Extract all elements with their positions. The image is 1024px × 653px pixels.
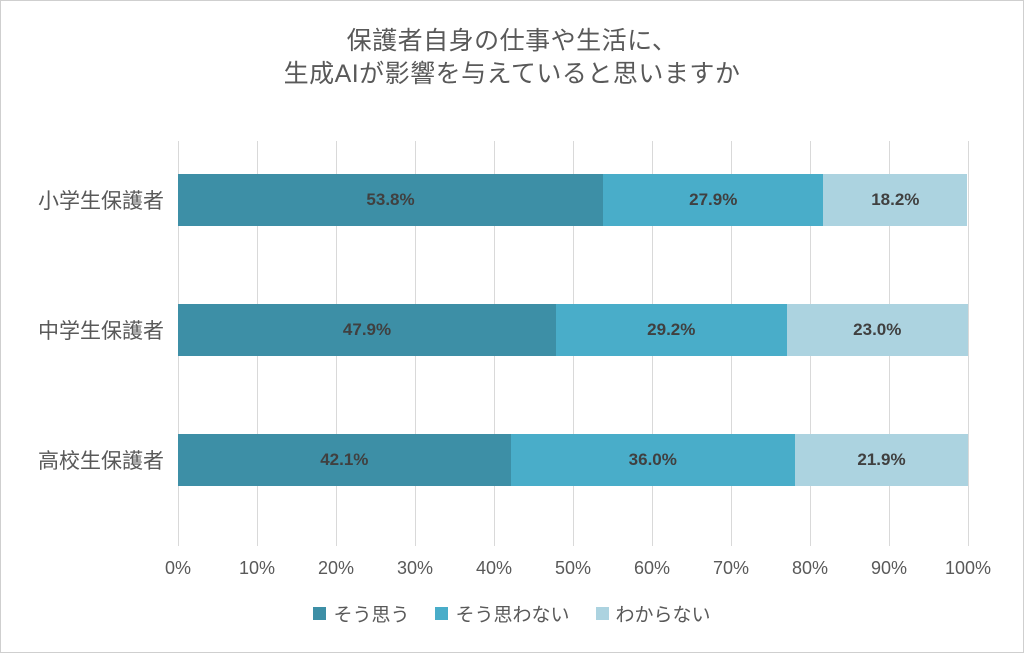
legend-label: わからない [615,605,711,626]
x-axis-tick: 0% [164,558,192,578]
bar-row: 高校生保護者 42.1% 36.0% 21.9% [1,434,968,486]
bar-segment: 29.2% [556,304,787,356]
gridline [968,141,969,546]
x-axis-tick: 40% [475,558,513,578]
data-label: 23.0% [853,320,902,339]
data-label: 47.9% [342,320,392,339]
x-axis: 0% 10% 20% 30% 40% 50% 60% 70% 80% 90% 100% [165,558,991,582]
data-label: 21.9% [857,450,906,469]
legend-item: そう思わない [435,600,570,627]
category-label: 小学生保護者 [38,190,164,213]
x-axis-tick: 50% [554,558,592,578]
category-label: 高校生保護者 [38,450,164,473]
legend-item: わからない [595,600,711,627]
x-axis-tick: 80% [791,558,829,578]
data-label: 18.2% [871,190,920,209]
plot-area: 小学生保護者 53.8% 27.9% 18.2% 中学生保護者 47.9% 29.2% 23.… [1,141,968,546]
stacked-bar: 53.8% 27.9% 18.2% [178,174,968,226]
category-label: 中学生保護者 [38,320,164,343]
chart-title-line-2: 生成AIが影響を与えていると思いますか [283,60,741,88]
legend-swatch-icon [435,607,449,620]
x-axis-tick: 20% [317,558,355,578]
x-axis-tick: 60% [633,558,671,578]
legend-label: そう思う [333,605,410,626]
bar-segment: 42.1% [178,434,511,486]
x-axis-tick: 90% [870,558,908,578]
data-label: 29.2% [647,320,696,339]
bar-row: 中学生保護者 47.9% 29.2% 23.0% [1,304,968,356]
stacked-bar: 42.1% 36.0% 21.9% [178,434,968,486]
data-label: 53.8% [366,190,415,209]
bar-segment: 36.0% [510,434,795,486]
x-axis-tick: 70% [712,558,750,578]
legend-swatch-icon [313,607,327,620]
bar-segment: 47.9% [178,304,557,356]
legend-swatch-icon [595,607,609,620]
bar-row: 小学生保護者 53.8% 27.9% 18.2% [1,174,968,226]
bar-segment: 27.9% [603,174,824,226]
bar-segment: 53.8% [178,174,604,226]
data-label: 42.1% [320,450,369,469]
x-axis-tick: 30% [396,558,434,578]
bar-segment: 21.9% [794,434,968,486]
bar-segment: 23.0% [786,304,968,356]
x-axis-tick: 100% [944,558,992,578]
x-axis-tick: 10% [238,558,276,578]
legend-item: そう思う [313,600,409,627]
chart-title: 保護者自身の仕事や生活に、 生成AIが影響を与えていると思いますか [1,25,1023,91]
data-label: 27.9% [689,190,738,209]
stacked-bar: 47.9% 29.2% 23.0% [178,304,968,356]
data-label: 36.0% [628,450,677,469]
legend-label: そう思わない [455,605,570,626]
legend: そう思う そう思わない わからない [1,600,1023,627]
bar-segment: 18.2% [823,174,968,226]
chart-title-line-1: 保護者自身の仕事や生活に、 [346,27,678,55]
